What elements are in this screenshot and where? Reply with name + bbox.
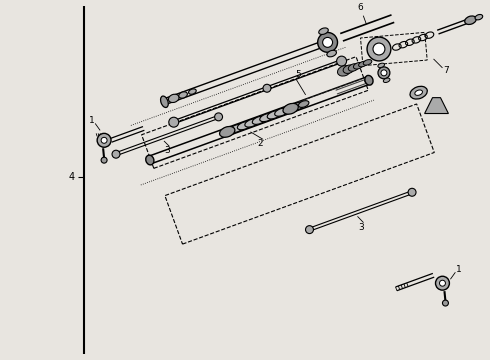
Circle shape [378,67,390,79]
Circle shape [306,226,314,234]
Ellipse shape [415,90,422,95]
Circle shape [337,56,346,66]
Ellipse shape [343,65,355,73]
Ellipse shape [383,78,390,82]
Ellipse shape [283,103,298,114]
Ellipse shape [161,96,168,108]
Ellipse shape [293,102,304,110]
Circle shape [367,37,391,61]
Ellipse shape [275,108,288,116]
Ellipse shape [146,155,154,165]
Ellipse shape [338,66,351,76]
Ellipse shape [319,28,328,35]
Ellipse shape [410,86,427,99]
Ellipse shape [169,94,179,103]
Ellipse shape [220,126,235,137]
Circle shape [373,43,385,55]
Circle shape [169,117,179,127]
Circle shape [215,113,222,121]
Text: 4: 4 [68,172,74,182]
Circle shape [408,188,416,196]
Ellipse shape [230,125,243,132]
Ellipse shape [298,101,309,107]
Ellipse shape [378,63,385,68]
Ellipse shape [179,92,187,98]
Text: 3: 3 [359,223,365,232]
Ellipse shape [189,89,196,94]
Circle shape [97,133,111,147]
Ellipse shape [245,119,258,127]
Ellipse shape [286,104,299,112]
Text: 3: 3 [165,146,170,155]
Text: 6: 6 [357,3,363,12]
Ellipse shape [363,59,372,65]
Ellipse shape [237,122,251,130]
Circle shape [101,137,107,143]
Circle shape [440,280,445,286]
Text: 2: 2 [257,139,263,148]
Ellipse shape [348,64,359,71]
Ellipse shape [267,111,280,119]
Ellipse shape [353,63,363,69]
Ellipse shape [359,61,367,67]
Ellipse shape [465,16,476,24]
Circle shape [381,70,387,76]
Ellipse shape [252,116,266,124]
Circle shape [322,37,333,47]
Circle shape [436,276,449,290]
Circle shape [101,157,107,163]
Ellipse shape [260,113,273,122]
Text: 7: 7 [443,66,449,75]
Ellipse shape [475,14,483,20]
Text: 1: 1 [456,265,461,274]
Ellipse shape [365,75,373,85]
Ellipse shape [222,127,236,135]
Circle shape [318,32,338,52]
Circle shape [112,150,120,158]
Polygon shape [425,98,448,113]
Circle shape [442,300,448,306]
Ellipse shape [327,50,337,57]
Text: 1: 1 [89,116,95,125]
Circle shape [263,84,271,92]
Text: 5: 5 [295,70,301,79]
